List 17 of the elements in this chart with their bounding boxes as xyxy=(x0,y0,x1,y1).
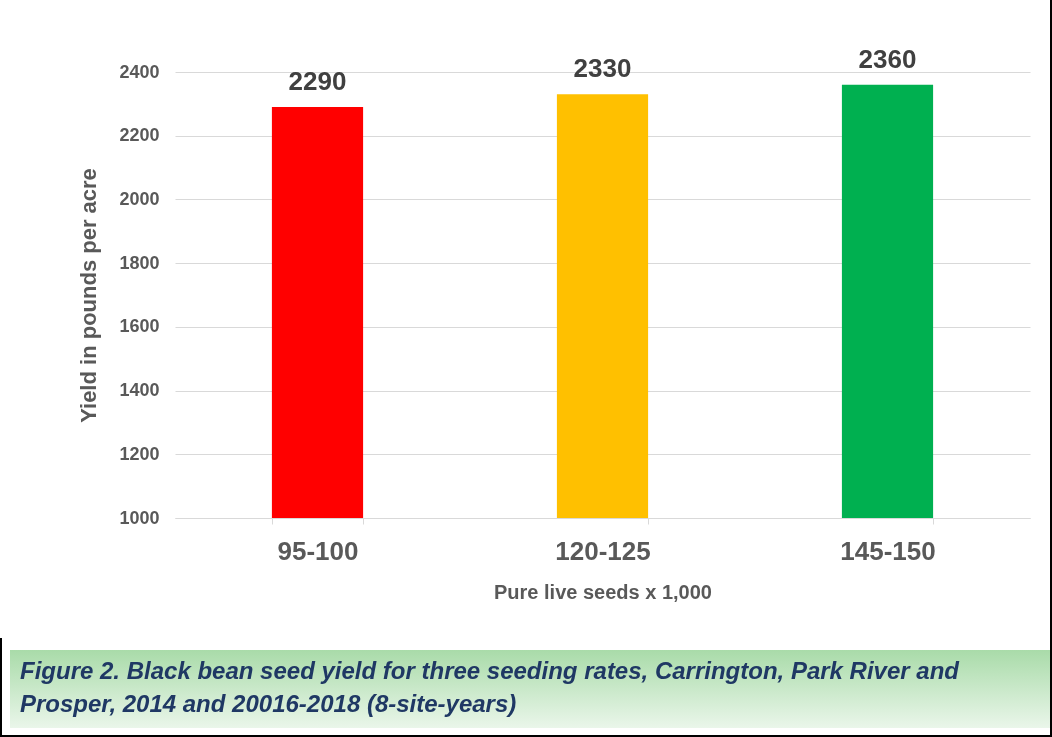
y-tick-label: 2400 xyxy=(119,61,160,82)
x-tick-label: 120-125 xyxy=(555,535,651,566)
data-label: 2290 xyxy=(288,66,347,97)
y-tick-label: 2000 xyxy=(119,188,160,209)
y-axis-title: Yield in pounds per acre xyxy=(76,168,102,423)
x-axis-title: Pure live seeds x 1,000 xyxy=(494,580,712,603)
y-tick-label: 1600 xyxy=(119,316,160,337)
y-tick-label: 1000 xyxy=(119,507,160,528)
data-label: 2360 xyxy=(858,43,917,74)
y-tick-label: 1800 xyxy=(119,252,160,273)
y-tick-label: 1200 xyxy=(119,443,160,464)
x-tick-label: 145-150 xyxy=(840,535,936,566)
y-tick-label: 1400 xyxy=(119,380,160,401)
data-label: 2330 xyxy=(573,53,632,84)
x-tick-label: 95-100 xyxy=(277,535,359,566)
y-tick-label: 2200 xyxy=(119,125,160,146)
caption: Figure 2. Black bean seed yield for three seeding rates, Carrington, Park River and Prosper, 2014 and 20016-2018 (8-site-years) xyxy=(20,656,961,719)
